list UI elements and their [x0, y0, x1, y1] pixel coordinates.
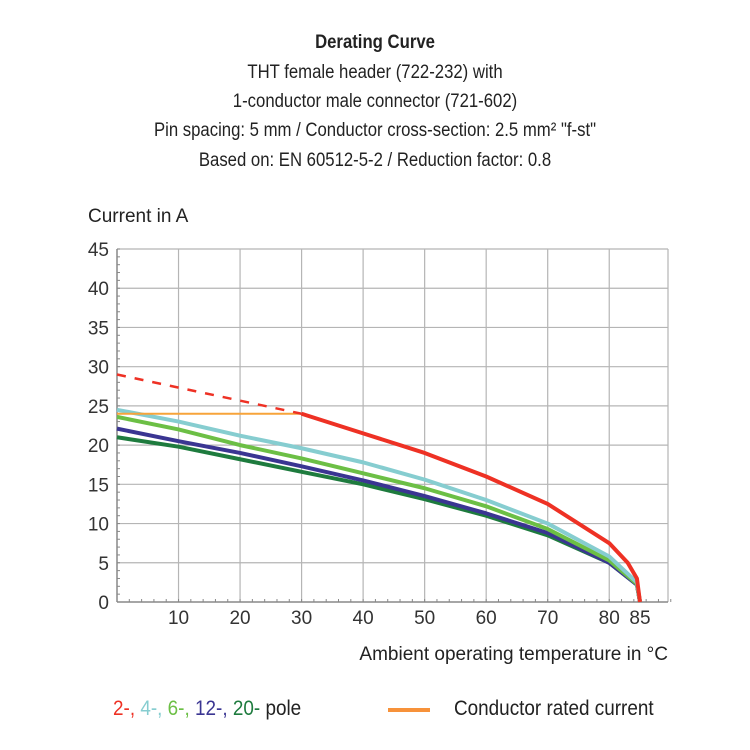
x-axis-label: Ambient operating temperature in °C: [359, 644, 668, 665]
chart-subtitle-3: Pin spacing: 5 mm / Conductor cross-sect…: [153, 120, 597, 141]
y-tick-label: 0: [98, 593, 109, 614]
y-axis-label: Current in A: [88, 206, 189, 227]
x-tick-label: 50: [414, 608, 435, 629]
legend-pole-6: 6-,: [167, 697, 190, 720]
y-tick-label: 5: [98, 554, 109, 575]
y-tick-label: 15: [88, 475, 109, 496]
y-tick-label: 30: [88, 358, 109, 379]
y-tick-label: 45: [88, 240, 109, 261]
chart-title: Derating Curve: [315, 32, 435, 53]
chart-subtitle-1: THT female header (722-232) with: [247, 62, 503, 83]
y-tick-label: 35: [88, 318, 109, 339]
x-tick-label: 20: [229, 608, 250, 629]
legend-pole-20: 20-: [232, 697, 261, 720]
series-20-line: [116, 435, 642, 603]
legend-pole-12: 12-,: [195, 697, 228, 720]
y-tick-label: 10: [88, 515, 109, 536]
legend-poles: 2-, 4-, 6-, 12-, 20- pole: [113, 697, 301, 721]
series-2-line: [300, 411, 642, 603]
chart-subtitle-4: Based on: EN 60512-5-2 / Reduction facto…: [198, 150, 552, 171]
legend-pole-4: 4-,: [140, 697, 163, 720]
x-tick-label: 30: [291, 608, 312, 629]
x-tick-label: 10: [168, 608, 189, 629]
series-4-line: [116, 407, 642, 603]
x-tick-label: 40: [353, 608, 374, 629]
series-12-line: [116, 426, 642, 603]
series-6-line: [116, 414, 642, 603]
series-2-pole-dashed: [116, 373, 302, 415]
x-tick-label: 60: [476, 608, 497, 629]
x-tick-label: 80: [599, 608, 620, 629]
y-tick-label: 40: [88, 279, 109, 300]
derating-chart: 0 5 10 15 20 25 30 35 40 45 10 20 30 40 50 60 70 80 85 Curr…: [88, 206, 672, 665]
chart-subtitle-2: 1-conductor male connector (721-602): [232, 91, 518, 112]
x-tick-label: 85: [629, 608, 650, 629]
x-tick-label: 70: [537, 608, 558, 629]
legend-rated-label: Conductor rated current: [454, 697, 654, 720]
y-tick-label: 25: [88, 397, 109, 418]
legend-pole-2: 2-,: [113, 697, 136, 720]
legend-pole-suffix: pole: [265, 697, 302, 720]
y-tick-label: 20: [88, 436, 109, 457]
legend-rated-swatch: [388, 708, 430, 712]
